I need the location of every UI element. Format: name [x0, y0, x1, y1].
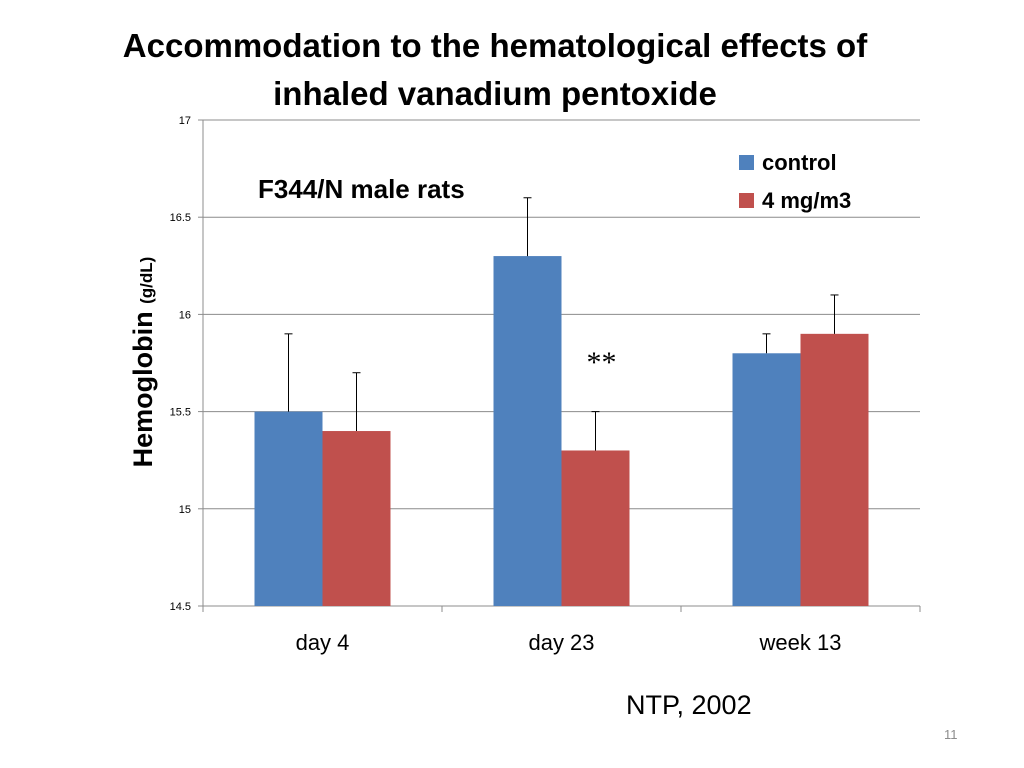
y-tick-label: 17 — [179, 115, 191, 127]
y-axis-label-unit: (g/dL) — [137, 257, 156, 304]
legend-label: 4 mg/m3 — [762, 188, 851, 213]
slide-number: 11 — [944, 727, 958, 742]
y-tick-label: 14.5 — [170, 601, 191, 613]
x-category-label: week 13 — [759, 630, 842, 655]
y-tick-label: 15 — [179, 504, 191, 516]
y-tick-label: 15.5 — [170, 407, 191, 419]
legend-label: control — [762, 150, 837, 175]
y-axis-label-main: Hemoglobin — [128, 304, 158, 468]
bar-control — [254, 411, 323, 606]
slide-title-line-1: Accommodation to the hematological effec… — [122, 27, 868, 64]
slide-title: Accommodation to the hematological effec… — [60, 22, 930, 118]
significance-annotation: ** — [587, 346, 617, 379]
y-tick-label: 16.5 — [170, 212, 191, 224]
x-category-label: day 4 — [296, 630, 350, 655]
chart-subtitle: F344/N male rats — [258, 174, 465, 204]
x-category-label: day 23 — [528, 630, 594, 655]
bar-4-mg-m3 — [561, 450, 630, 606]
slide-title-line-2: inhaled vanadium pentoxide — [273, 75, 717, 112]
source-citation: NTP, 2002 — [626, 690, 752, 720]
bar-control — [493, 256, 562, 606]
bar-4-mg-m3 — [322, 431, 391, 606]
y-axis-label: Hemoglobin (g/dL) — [128, 257, 158, 468]
y-tick-label: 16 — [179, 309, 191, 321]
legend-swatch — [739, 155, 754, 170]
bar-control — [732, 353, 801, 606]
bar-4-mg-m3 — [800, 333, 869, 606]
legend-swatch — [739, 193, 754, 208]
